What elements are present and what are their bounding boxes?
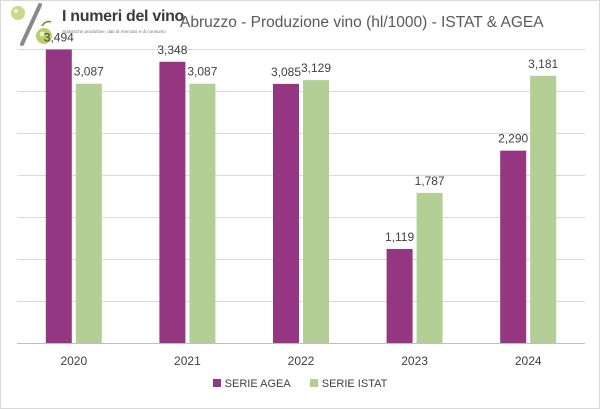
data-label-agea-2022: 3,085 (271, 65, 301, 79)
bar-istat-2020 (75, 83, 102, 343)
bar-agea-2022 (273, 83, 299, 344)
bar-agea-2023 (386, 249, 413, 343)
bar-istat-2023 (416, 192, 443, 343)
bar-agea-2021 (159, 61, 186, 343)
legend-label-istat: SERIE ISTAT (321, 378, 388, 390)
x-tick-label-2021: 2021 (174, 354, 201, 368)
data-label-agea-2023: 1,119 (385, 230, 414, 244)
legend-item-agea: SERIE AGEA (212, 378, 291, 390)
data-label-istat-2022: 3,129 (301, 61, 331, 75)
data-label-istat-2023: 1,787 (415, 174, 445, 188)
legend-item-istat: SERIE ISTAT (309, 378, 388, 390)
x-tick-label-2024: 2024 (515, 354, 542, 368)
bar-istat-2022 (303, 80, 329, 343)
data-label-istat-2024: 3,181 (528, 57, 558, 71)
x-tick-label-2023: 2023 (401, 354, 428, 368)
legend-label-agea: SERIE AGEA (224, 378, 291, 390)
logo: I numeri del vino Statistiche produttive… (4, 2, 184, 48)
logo-title: I numeri del vino (62, 8, 185, 25)
data-label-istat-2020: 3,087 (74, 65, 104, 79)
percent-grape-icon (11, 3, 52, 46)
data-label-istat-2021: 3,087 (187, 65, 217, 79)
bar-istat-2024 (530, 75, 557, 344)
legend-swatch-istat (309, 379, 318, 387)
chart-title: Abruzzo - Produzione vino (hl/1000) - IS… (180, 14, 544, 31)
legend: SERIE AGEA SERIE ISTAT (0, 378, 600, 390)
x-tick-label-2020: 2020 (60, 354, 87, 368)
bar-agea-2020 (45, 49, 72, 344)
legend-swatch-agea (212, 379, 221, 387)
x-tick-label-2022: 2022 (288, 354, 315, 368)
bar-istat-2021 (189, 83, 216, 343)
bar-agea-2024 (500, 150, 527, 343)
data-label-agea-2024: 2,290 (498, 132, 528, 146)
data-label-agea-2021: 3,348 (157, 43, 187, 57)
logo-subtitle: Statistiche produttive, dati di mercato … (62, 29, 166, 34)
data-label-agea-2020: 3,494 (44, 31, 74, 45)
